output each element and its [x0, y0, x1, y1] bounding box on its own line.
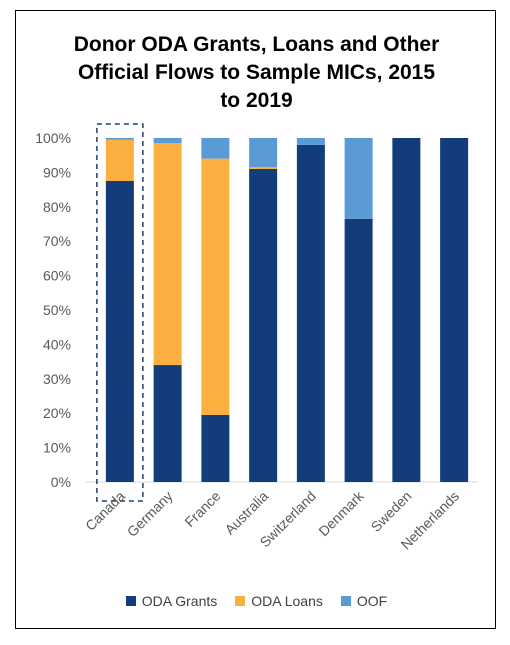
x-tick-label: Canada [82, 488, 128, 534]
bar-segment-oda-grants [296, 144, 325, 482]
bar-segment-oof [105, 138, 134, 140]
y-tick-label: 90% [43, 164, 71, 180]
bar-segment-oof [344, 138, 373, 219]
legend-item-oof: OOF [340, 593, 388, 609]
legend-item-oda-loans: ODA Loans [235, 593, 323, 609]
bar-segment-oda-loans [105, 139, 134, 181]
y-tick-label: 50% [43, 302, 71, 318]
bar-segment-oof [153, 138, 182, 144]
y-tick-label: 0% [51, 474, 71, 490]
bar-segment-oda-grants [105, 181, 134, 482]
chart-title-line-3: to 2019 [220, 89, 293, 112]
chart-title: Donor ODA Grants, Loans and Other Offici… [16, 31, 497, 115]
stacked-bar-chart: 0% 10% 20% 30% 40% 50% 60% 70% 80% 90% 100% CanadaG… [35, 123, 478, 553]
bar-segment-oda-grants [344, 218, 373, 482]
y-tick-label: 20% [43, 405, 71, 421]
y-tick-label: 60% [43, 268, 71, 284]
highlight-box [96, 123, 144, 502]
bar-segment-oda-loans [153, 143, 182, 366]
x-tick-label: Australia [221, 488, 271, 538]
legend-label-oda-loans: ODA Loans [251, 593, 323, 609]
y-tick-label: 70% [43, 233, 71, 249]
legend-swatch-oof [340, 596, 351, 606]
x-tick-label: Sweden [367, 488, 414, 535]
y-tick-label: 40% [43, 336, 71, 352]
y-tick-label: 10% [43, 440, 71, 456]
bar-segment-oda-grants [249, 168, 278, 482]
bar-segment-oda-loans [201, 158, 230, 415]
x-tick-label: Germany [124, 488, 176, 540]
chart-legend: ODA Grants ODA Loans OOF [16, 593, 497, 609]
bar-segment-oda-grants [392, 138, 421, 482]
y-tick-label: 30% [43, 371, 71, 387]
bar-segment-oof [249, 138, 278, 168]
y-tick-label: 100% [35, 130, 71, 146]
y-tick-label: 80% [43, 199, 71, 215]
x-tick-label: France [181, 488, 223, 530]
chart-title-line-2: Official Flows to Sample MICs, 2015 [77, 61, 436, 84]
legend-item-oda-grants: ODA Grants [125, 593, 218, 609]
bar-segment-oda-loans [249, 167, 278, 169]
bar-segment-oof [296, 138, 325, 145]
legend-swatch-oda-grants [125, 596, 136, 606]
chart-frame: Donor ODA Grants, Loans and Other Offici… [15, 10, 496, 629]
x-tick-label: Denmark [315, 487, 367, 539]
legend-label-oda-grants: ODA Grants [141, 593, 218, 609]
bar-segment-oda-grants [440, 138, 469, 482]
bar-segment-oda-grants [153, 365, 182, 482]
bar-segment-oda-grants [201, 414, 230, 482]
legend-label-oof: OOF [356, 593, 388, 609]
bar-segment-oof [201, 138, 230, 159]
chart-title-line-1: Donor ODA Grants, Loans and Other [73, 33, 440, 56]
legend-swatch-oda-loans [235, 596, 246, 606]
